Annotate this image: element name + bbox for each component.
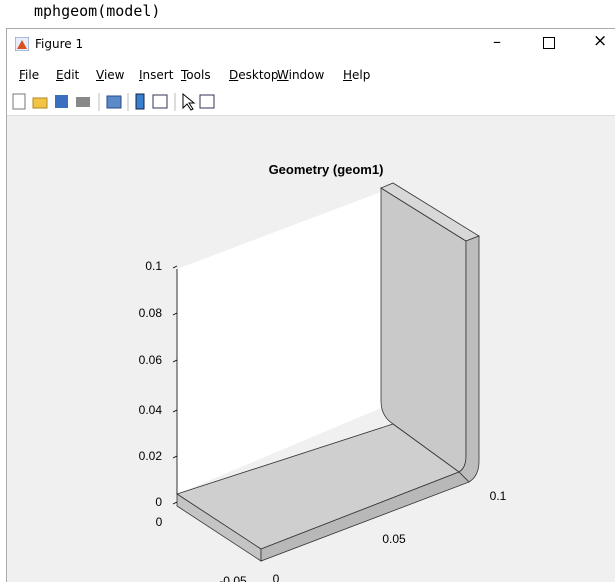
menu-item[interactable]: Desktop <box>229 68 279 82</box>
back-pane <box>177 192 381 494</box>
save-icon[interactable] <box>55 95 68 108</box>
menu-item[interactable]: File <box>19 68 40 82</box>
menu-item[interactable]: View <box>96 68 125 82</box>
y-tick-label: 0.1 <box>490 489 507 503</box>
title-bar: Figure 1 – × <box>7 29 615 59</box>
y-tick-label: 0.05 <box>382 532 406 546</box>
colorbar-icon[interactable] <box>135 93 145 110</box>
z-tick <box>172 359 178 363</box>
print-icon[interactable] <box>76 97 90 107</box>
menu-item[interactable]: Edit <box>56 68 80 82</box>
menu-bar: File Edit View Insert Tools Desktop Window Help <box>7 65 615 87</box>
menu-item[interactable]: Window <box>277 68 325 82</box>
command-line: mphgeom(model) <box>34 2 161 20</box>
figure-window: Figure 1 – × File Edit View Insert Tools Desk… <box>6 28 615 586</box>
z-tick-label: 0.02 <box>139 449 163 463</box>
close-button[interactable]: × <box>593 31 608 51</box>
z-tick-label: 0 <box>155 495 162 509</box>
minimize-button[interactable]: – <box>493 32 501 51</box>
z-tick <box>172 265 178 269</box>
app-icon <box>15 37 29 51</box>
window-title: Figure 1 <box>35 37 84 51</box>
x-tick-label: 0 <box>156 515 163 529</box>
open-icon[interactable] <box>32 97 48 109</box>
legend-icon[interactable] <box>152 94 168 109</box>
axes: Geometry (geom1) 0.10.080.060.040.0200-0… <box>139 162 507 586</box>
property-icon[interactable] <box>199 94 215 109</box>
z-tick <box>172 455 178 459</box>
y-tick-label: 0 <box>273 572 280 582</box>
new-icon[interactable] <box>12 93 26 110</box>
z-tick <box>172 312 178 316</box>
toolbar-icons <box>12 92 215 111</box>
link-icon[interactable] <box>106 95 122 109</box>
floor-side <box>260 471 470 562</box>
menu-item[interactable]: Help <box>343 68 371 82</box>
z-tick-label: 0.04 <box>139 403 163 417</box>
z-tick-label: 0.08 <box>139 306 163 320</box>
toolbar <box>7 89 615 116</box>
plot-title: Geometry (geom1) <box>269 162 384 177</box>
z-tick-label: 0.1 <box>145 259 162 273</box>
z-tick <box>172 501 178 505</box>
z-tick-label: 0.06 <box>139 353 163 367</box>
pointer-icon[interactable] <box>182 92 196 111</box>
menu-item[interactable]: Insert <box>139 68 174 82</box>
menu-item[interactable]: Tools <box>181 68 211 82</box>
z-tick <box>172 409 178 413</box>
plot-area: Geometry (geom1) 0.1 0.08 0.06 0.04 0.02 0 0 -0… <box>7 116 615 586</box>
maximize-button[interactable] <box>543 37 555 49</box>
